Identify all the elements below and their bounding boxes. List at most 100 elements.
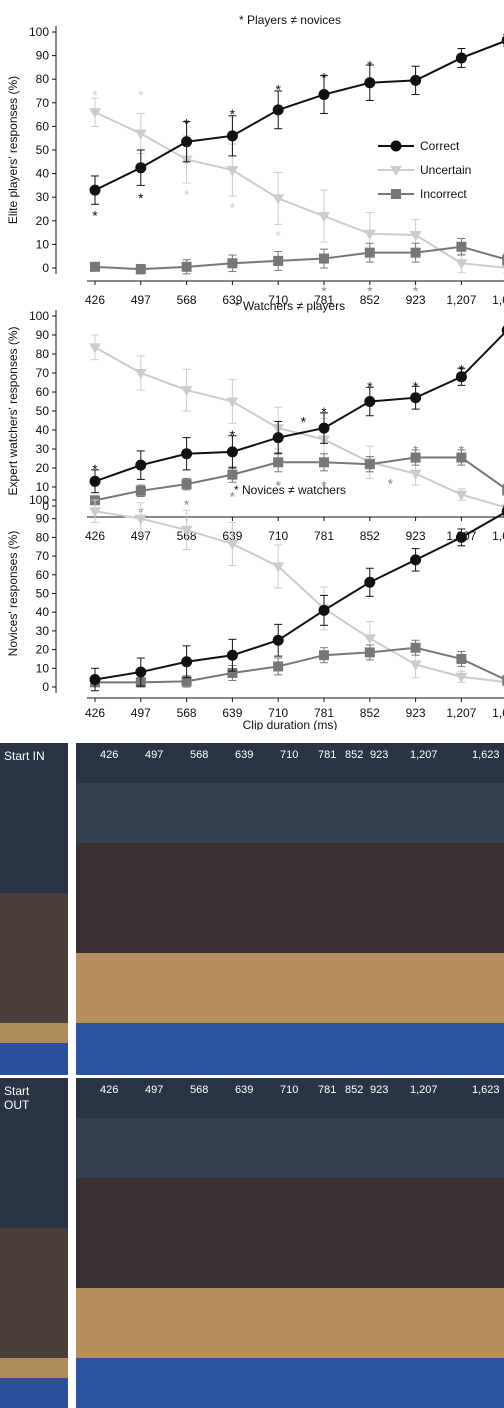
data-point <box>272 562 285 573</box>
data-point <box>181 261 192 272</box>
strip-time-label: 639 <box>235 1084 254 1096</box>
data-point <box>318 604 330 616</box>
series-line <box>94 511 504 681</box>
significance-star: * <box>184 116 190 132</box>
series-line <box>94 510 504 683</box>
data-point <box>409 230 422 241</box>
x-tick-label: 1,623 <box>492 706 504 720</box>
data-point <box>181 479 192 490</box>
significance-star: * <box>321 283 327 299</box>
data-point <box>318 89 330 101</box>
significance-star: * <box>230 199 236 215</box>
x-tick-label: 1,623 <box>492 529 504 543</box>
x-tick-label: 568 <box>177 293 197 307</box>
significance-star: * <box>459 442 465 458</box>
data-point <box>226 649 238 661</box>
y-tick-label: 40 <box>36 605 50 619</box>
data-point <box>410 392 422 404</box>
y-tick-label: 70 <box>36 549 50 563</box>
series-correct <box>89 33 504 205</box>
series-correct <box>89 325 504 494</box>
chart-annotation: * Watchers ≠ players <box>235 299 345 313</box>
data-point <box>89 184 101 196</box>
data-point <box>363 229 376 240</box>
data-point <box>89 343 101 354</box>
significance-star: * <box>367 283 373 299</box>
strip-time-label: 426 <box>100 1084 119 1096</box>
x-tick-label: 1,207 <box>446 706 476 720</box>
legend-marker <box>390 140 402 152</box>
data-point <box>318 212 330 223</box>
data-point <box>181 676 192 687</box>
data-point <box>502 254 504 265</box>
strip-time-label: 923 <box>370 1084 389 1096</box>
chart-annotation: * Players ≠ novices <box>239 13 341 27</box>
y-tick-label: 30 <box>36 190 50 204</box>
data-point <box>455 531 467 543</box>
x-tick-label: 1,623 <box>492 293 504 307</box>
significance-star: * <box>413 378 419 394</box>
series-line <box>95 646 504 684</box>
x-tick-label: 781 <box>314 293 334 307</box>
data-point <box>89 108 101 119</box>
data-point <box>181 136 193 148</box>
data-point <box>456 653 467 664</box>
y-tick-label: 30 <box>36 442 50 456</box>
y-tick-label: 20 <box>36 461 50 475</box>
y-tick-label: 20 <box>36 643 50 657</box>
legend-label: Correct <box>420 139 460 153</box>
x-tick-label: 852 <box>360 529 380 543</box>
data-point <box>226 397 239 408</box>
y-tick-label: 0 <box>42 499 49 513</box>
data-point <box>410 74 422 86</box>
y-tick-label: 80 <box>36 530 50 544</box>
x-tick-label: 426 <box>85 293 105 307</box>
data-point <box>181 448 193 460</box>
data-point <box>90 261 100 272</box>
significance-star: * <box>413 283 419 299</box>
x-tick-label: 639 <box>222 706 242 720</box>
x-tick-label: 710 <box>268 529 288 543</box>
x-tick-label: 781 <box>314 706 334 720</box>
significance-star: * <box>321 404 327 420</box>
strip-time-label: 1,207 <box>410 749 438 761</box>
y-tick-label: 90 <box>36 49 50 63</box>
strip-label-start-out: Start OUT <box>4 1084 30 1112</box>
data-point <box>501 325 504 335</box>
significance-star: * <box>367 378 373 394</box>
significance-star: * <box>230 489 236 505</box>
y-axis-label: Elite players' responses (%) <box>6 76 20 224</box>
significance-star: * <box>230 427 236 443</box>
significance-star: * <box>459 361 465 377</box>
data-point <box>227 469 238 480</box>
y-tick-label: 40 <box>36 167 50 181</box>
data-point <box>363 634 376 645</box>
x-tick-label: 1,207 <box>446 293 476 307</box>
strip-time-label: 568 <box>190 749 209 761</box>
significance-star: * <box>138 87 144 103</box>
significance-star: * <box>92 87 98 103</box>
significance-star: * <box>301 414 307 430</box>
data-point <box>456 241 467 252</box>
y-tick-label: 10 <box>36 237 50 251</box>
data-point <box>319 457 329 468</box>
data-point <box>364 647 375 658</box>
data-point <box>501 506 504 516</box>
data-point <box>135 459 147 471</box>
data-point <box>409 660 422 671</box>
chart-1: 0 10 20 30 40 50 60 70 80 90 100 426 497 568 639 710 781… <box>6 13 504 307</box>
strip-time-label: 1,623 <box>472 749 500 761</box>
data-point <box>409 469 422 480</box>
x-tick-label: 426 <box>85 529 105 543</box>
series-correct <box>89 506 504 692</box>
y-tick-label: 90 <box>36 328 50 342</box>
x-tick-label: 426 <box>85 706 105 720</box>
data-point <box>135 485 146 496</box>
photo-row-start-in: Start IN 426 497 568 639 710 781 852 923 1,207 1,… <box>0 743 504 1075</box>
significance-star: * <box>388 475 394 491</box>
data-point <box>135 264 146 275</box>
strip-time-label: 497 <box>145 749 164 761</box>
strip-time-label: 426 <box>100 749 119 761</box>
data-point <box>272 634 284 646</box>
